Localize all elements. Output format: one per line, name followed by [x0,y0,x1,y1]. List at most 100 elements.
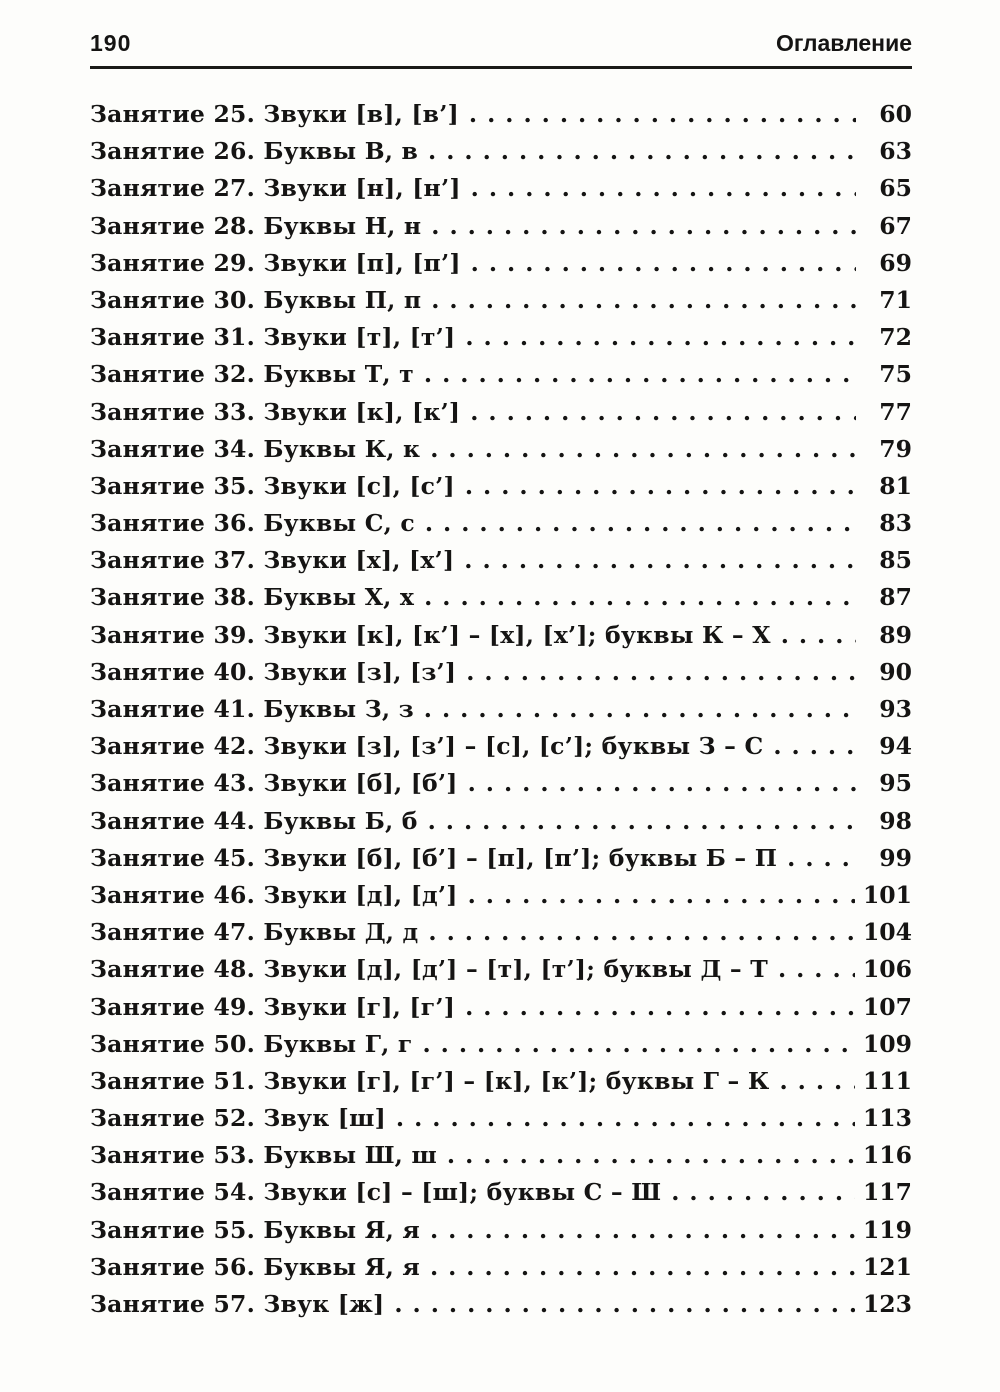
dot-leader [424,691,856,728]
toc-entry-title: Занятие 46. Звуки [д], [д’] [90,880,458,909]
toc-entry-page: 79 [879,434,912,463]
dot-leader [778,951,855,988]
toc-entry-page: 69 [879,248,912,277]
toc-entry: Занятие 39. Звуки [к], [к’] – [х], [х’];… [90,617,912,654]
toc-entry-title: Занятие 32. Буквы Т, т [90,360,414,389]
dot-leader [468,765,856,802]
toc-entry-title: Занятие 53. Буквы Ш, ш [90,1141,437,1170]
toc-entry-page: 83 [879,509,912,538]
toc-entry-page: 81 [879,471,912,500]
toc-entry-page: 72 [879,323,912,352]
dot-leader [396,1100,855,1137]
toc-entry: Занятие 31. Звуки [т], [т’] 72 [90,319,912,356]
dot-leader [468,877,855,914]
toc-entry: Занятие 44. Буквы Б, б 98 [90,803,912,840]
toc-entry-title: Занятие 34. Буквы К, к [90,434,421,463]
toc-entry-title: Занятие 45. Звуки [б], [б’] – [п], [п’];… [90,843,778,872]
toc-entry-page: 89 [879,620,912,649]
toc-entry-page: 71 [879,285,912,314]
dot-leader [430,1249,855,1286]
toc-entry-page: 116 [862,1141,912,1170]
toc-entry-page: 93 [879,695,912,723]
toc-entry: Занятие 37. Звуки [х], [х’] 85 [90,542,912,579]
dot-leader [431,282,856,319]
dot-leader [781,617,856,654]
toc-entry-page: 113 [862,1104,912,1133]
toc-entry: Занятие 42. Звуки [з], [з’] – [с], [с’];… [90,728,912,765]
dot-leader [471,245,856,282]
toc-entry-title: Занятие 47. Буквы Д, д [90,918,419,947]
dot-leader [773,728,856,765]
dot-leader [471,170,856,207]
dot-leader [424,579,856,616]
dot-leader [430,431,856,468]
toc-entry-page: 63 [879,137,912,166]
toc-entry: Занятие 29. Звуки [п], [п’] 69 [90,245,912,282]
dot-leader [424,356,856,393]
toc-entry: Занятие 38. Буквы Х, х 87 [90,579,912,616]
toc-entry: Занятие 55. Буквы Я, я 119 [90,1212,912,1249]
toc-entry-title: Занятие 27. Звуки [н], [н’] [90,174,461,203]
header-rule [90,66,912,69]
toc-entry-page: 111 [862,1066,912,1095]
dot-leader [466,654,856,691]
toc-entry-page: 107 [862,992,912,1021]
toc-entry-title: Занятие 56. Буквы Я, я [90,1252,420,1281]
toc-entry: Занятие 45. Звуки [б], [б’] – [п], [п’];… [90,840,912,877]
dot-leader [465,989,855,1026]
toc-entry-title: Занятие 50. Буквы Г, г [90,1029,413,1058]
dot-leader [787,840,856,877]
toc-entry: Занятие 54. Звуки [с] – [ш]; буквы С – Ш… [90,1174,912,1211]
toc-entry: Занятие 35. Звуки [с], [с’] 81 [90,468,912,505]
toc-entry-title: Занятие 29. Звуки [п], [п’] [90,248,461,277]
toc-entry: Занятие 36. Буквы С, с 83 [90,505,912,542]
toc-entry-title: Занятие 48. Звуки [д], [д’] – [т], [т’];… [90,955,768,984]
toc-entry-title: Занятие 37. Звуки [х], [х’] [90,546,455,575]
toc-entry: Занятие 50. Буквы Г, г 109 [90,1026,912,1063]
toc-entry: Занятие 27. Звуки [н], [н’] 65 [90,170,912,207]
toc-entry-title: Занятие 39. Звуки [к], [к’] – [х], [х’];… [90,620,771,649]
dot-leader [394,1286,855,1323]
toc-entry-page: 121 [862,1252,912,1281]
toc-entry-title: Занятие 52. Звук [ш] [90,1104,386,1133]
toc-entry: Занятие 46. Звуки [д], [д’] 101 [90,877,912,914]
toc-entry: Занятие 43. Звуки [б], [б’] 95 [90,765,912,802]
toc-entry-page: 109 [862,1029,912,1058]
dot-leader [465,468,856,505]
dot-leader [422,1026,854,1063]
dot-leader [425,505,856,542]
toc-entry-title: Занятие 54. Звуки [с] – [ш]; буквы С – Ш [90,1178,662,1207]
toc-entry-page: 106 [862,955,912,984]
toc-entry-page: 77 [879,397,912,426]
toc-entry-title: Занятие 57. Звук [ж] [90,1290,385,1318]
toc-entry: Занятие 53. Буквы Ш, ш 116 [90,1137,912,1174]
toc-entry-title: Занятие 30. Буквы П, п [90,285,422,314]
toc-entry: Занятие 49. Звуки [г], [г’] 107 [90,989,912,1026]
toc-entry-title: Занятие 51. Звуки [г], [г’] – [к], [к’];… [90,1066,770,1095]
toc-entry: Занятие 34. Буквы К, к 79 [90,431,912,468]
dot-leader [465,319,856,356]
toc-entry-title: Занятие 28. Буквы Н, н [90,211,422,240]
toc-entry-title: Занятие 33. Звуки [к], [к’] [90,397,461,426]
toc-entry: Занятие 47. Буквы Д, д 104 [90,914,912,951]
toc-entry-page: 95 [879,769,912,798]
toc-entry-title: Занятие 40. Звуки [з], [з’] [90,657,457,686]
toc-entry-page: 123 [862,1290,912,1318]
dot-leader [431,208,856,245]
toc-list: Занятие 25. Звуки [в], [в’] 60 Занятие 2… [90,96,912,1323]
toc-entry-page: 117 [862,1178,912,1207]
toc-entry-page: 119 [862,1215,912,1244]
toc-entry-title: Занятие 25. Звуки [в], [в’] [90,100,459,128]
toc-entry-title: Занятие 49. Звуки [г], [г’] [90,992,456,1021]
toc-entry-title: Занятие 38. Буквы Х, х [90,583,415,612]
toc-entry-title: Занятие 36. Буквы С, с [90,509,415,538]
toc-entry-title: Занятие 55. Буквы Я, я [90,1215,420,1244]
toc-entry-page: 94 [879,732,912,761]
toc-entry: Занятие 57. Звук [ж] 123 [90,1286,912,1323]
page-number: 190 [90,30,132,56]
toc-entry: Занятие 32. Буквы Т, т 75 [90,356,912,393]
toc-entry-page: 87 [879,583,912,612]
dot-leader [447,1137,855,1174]
dot-leader [470,394,856,431]
